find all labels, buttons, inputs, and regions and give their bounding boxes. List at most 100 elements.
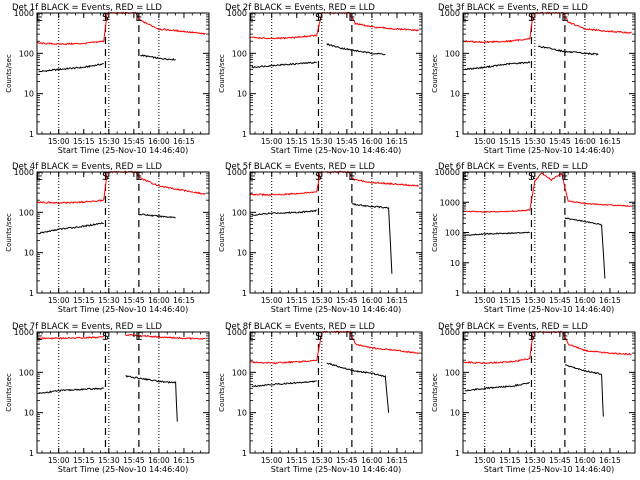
interval-marker-label: E (462, 330, 469, 343)
y-tick-label: 10 (450, 409, 460, 418)
interval-marker-label: E (249, 170, 256, 183)
y-tick-label: 1000 (440, 9, 460, 18)
y-tick-label: 1000 (14, 328, 34, 337)
x-axis-label: Start Time (25-Nov-10 14:46:40) (484, 146, 614, 155)
red-lld-series (36, 11, 206, 46)
x-tick-label: 15:30 (524, 296, 546, 305)
panel-title: Det 9f BLACK = Events, RED = LLD (438, 322, 588, 332)
x-tick-label: 16:00 (361, 296, 383, 305)
x-axis-label: Start Time (25-Nov-10 14:46:40) (484, 465, 614, 474)
black-events-series (38, 222, 104, 235)
black-events-series (564, 217, 606, 279)
x-tick-label: 16:00 (361, 456, 383, 465)
y-tick-label: 1 (29, 449, 34, 458)
x-tick-label: 15:45 (336, 137, 358, 146)
y-tick-label: 10000 (435, 168, 460, 177)
plot-frame (36, 331, 210, 454)
x-tick-label: 15:45 (549, 296, 571, 305)
x-tick-label: 15:45 (336, 456, 358, 465)
x-tick-label: 16:00 (574, 137, 596, 146)
x-tick-label: 15:30 (524, 137, 546, 146)
y-axis-label: Counts/sec (218, 54, 226, 93)
y-tick-label: 1000 (14, 9, 34, 18)
y-tick-label: 100 (232, 49, 247, 58)
interval-marker-label: S (528, 330, 535, 343)
y-tick-label: 1 (29, 289, 34, 298)
y-tick-label: 1000 (440, 198, 460, 207)
black-events-series (140, 54, 176, 61)
interval-marker-label: S (315, 11, 322, 24)
red-lld-series (249, 330, 420, 365)
interval-marker-label: S (315, 170, 322, 183)
black-events-series (38, 387, 104, 394)
x-axis-label: Start Time (25-Nov-10 14:46:40) (271, 305, 401, 314)
y-tick-label: 10 (450, 90, 460, 99)
black-events-series (38, 63, 104, 73)
interval-marker-label: S (315, 330, 322, 343)
interval-marker-label: E (36, 170, 43, 183)
y-tick-label: 1000 (440, 328, 460, 337)
interval-marker-label: E (462, 11, 469, 24)
panel-title: Det 6f BLACK = Events, RED = LLD (438, 162, 588, 172)
y-tick-label: 10 (24, 90, 34, 99)
interval-marker-label: E (135, 170, 142, 183)
x-tick-label: 16:00 (148, 137, 170, 146)
plot-frame (36, 171, 210, 294)
plot-frame (36, 12, 210, 135)
x-tick-label: 15:45 (123, 137, 145, 146)
x-tick-label: 15:30 (524, 456, 546, 465)
x-tick-label: 15:00 (474, 456, 496, 465)
y-axis-label: Counts/sec (218, 213, 226, 252)
y-tick-label: 100 (232, 368, 247, 377)
x-tick-label: 15:15 (286, 456, 308, 465)
black-events-series (125, 375, 178, 422)
interval-marker-label: E (561, 170, 568, 183)
panel-title: Det 3f BLACK = Events, RED = LLD (438, 3, 588, 13)
x-tick-label: 15:30 (98, 456, 120, 465)
y-axis-label: Counts/sec (431, 213, 439, 252)
x-tick-label: 15:15 (499, 296, 521, 305)
red-lld-series (462, 172, 633, 214)
x-tick-label: 15:15 (499, 456, 521, 465)
interval-marker-label: S (102, 330, 109, 343)
plot-frame (462, 331, 636, 454)
red-lld-series (125, 333, 206, 340)
y-tick-label: 1000 (227, 328, 247, 337)
black-events-series (251, 209, 317, 216)
y-tick-label: 100 (232, 208, 247, 217)
interval-marker-label: E (348, 330, 355, 343)
x-tick-label: 15:15 (73, 456, 95, 465)
red-lld-series (36, 170, 206, 205)
y-tick-label: 1 (455, 130, 460, 139)
x-tick-label: 15:15 (73, 296, 95, 305)
y-tick-label: 10 (24, 249, 34, 258)
panel-title: Det 5f BLACK = Events, RED = LLD (225, 162, 375, 172)
x-tick-label: 16:00 (148, 456, 170, 465)
x-tick-label: 16:15 (599, 137, 621, 146)
x-axis-label: Start Time (25-Nov-10 14:46:40) (58, 305, 188, 314)
y-axis-label: Counts/sec (5, 213, 13, 252)
plot-frame (462, 12, 636, 135)
interval-marker-label: E (36, 11, 43, 24)
y-tick-label: 100 (445, 49, 460, 58)
x-axis-label: Start Time (25-Nov-10 14:46:40) (58, 146, 188, 155)
x-tick-label: 15:00 (261, 456, 283, 465)
interval-marker-label: E (348, 170, 355, 183)
y-tick-label: 1 (455, 289, 460, 298)
y-axis-label: Counts/sec (5, 54, 13, 93)
y-tick-label: 100 (19, 49, 34, 58)
interval-marker-label: S (102, 170, 109, 183)
x-tick-label: 15:15 (286, 137, 308, 146)
black-events-series (564, 364, 604, 417)
black-events-series (326, 362, 390, 413)
red-lld-series (462, 11, 632, 44)
plot-frame (249, 171, 423, 294)
y-tick-label: 100 (19, 368, 34, 377)
y-tick-label: 1000 (227, 168, 247, 177)
panel-title: Det 2f BLACK = Events, RED = LLD (225, 3, 375, 13)
